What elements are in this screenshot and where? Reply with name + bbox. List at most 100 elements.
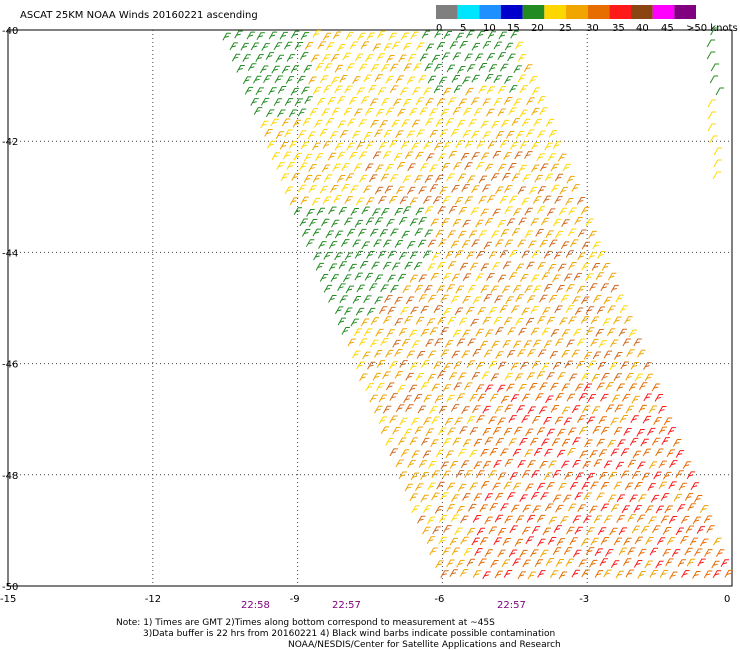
wind-barb <box>423 505 432 514</box>
legend-label: 10 <box>483 23 496 34</box>
wind-barb <box>463 548 472 556</box>
wind-barb <box>265 52 275 60</box>
wind-barb <box>682 461 692 470</box>
lon-label: -12 <box>145 594 161 605</box>
wind-barb <box>301 228 311 237</box>
wind-barb <box>589 559 598 568</box>
wind-barb <box>546 482 555 490</box>
wind-barb <box>418 186 427 195</box>
wind-barb <box>461 184 470 192</box>
wind-barb <box>406 241 416 249</box>
wind-barb <box>592 241 601 250</box>
wind-barb <box>359 174 368 183</box>
wind-barb <box>476 30 486 39</box>
wind-barb <box>598 449 608 458</box>
wind-barb <box>518 327 527 336</box>
wind-barb <box>633 505 642 513</box>
wind-barb <box>633 560 643 568</box>
wind-barb <box>400 449 410 457</box>
wind-barb <box>547 537 557 545</box>
wind-barb <box>312 142 321 151</box>
wind-barb <box>497 220 506 228</box>
lon-label: 0 <box>724 594 730 605</box>
wind-barb <box>398 328 408 337</box>
wind-barb <box>499 63 509 72</box>
wind-barb <box>651 383 661 392</box>
wind-barb <box>471 239 480 248</box>
wind-barb <box>541 327 551 336</box>
wind-barb <box>352 296 362 304</box>
wind-barb <box>500 119 510 128</box>
wind-barb <box>431 416 440 425</box>
wind-barb <box>341 239 350 247</box>
wind-barb <box>432 196 442 205</box>
wind-barb <box>397 108 406 117</box>
wind-barb <box>427 482 436 491</box>
wind-barb <box>297 108 307 117</box>
wind-barb <box>338 207 347 215</box>
wind-barb <box>493 98 503 106</box>
wind-barb <box>407 163 416 172</box>
wind-barb <box>543 250 553 259</box>
wind-barb <box>664 505 673 514</box>
wind-barb <box>312 174 322 183</box>
wind-barb <box>521 526 531 535</box>
wind-barb <box>706 39 716 48</box>
wind-barb <box>581 482 590 490</box>
wind-barb <box>427 460 437 469</box>
wind-barb <box>256 32 265 41</box>
wind-barb <box>323 63 333 72</box>
map-title: ASCAT 25KM NOAA Winds 20160221 ascending <box>20 10 258 21</box>
wind-barb <box>276 162 285 170</box>
wind-barb <box>538 406 548 415</box>
wind-barb <box>536 153 545 162</box>
wind-barb <box>475 273 484 282</box>
wind-barb <box>431 492 440 501</box>
wind-barb <box>552 141 562 150</box>
wind-barb <box>686 558 696 567</box>
wind-barb <box>561 329 571 337</box>
wind-barb <box>709 75 719 84</box>
wind-barb <box>288 140 298 149</box>
wind-barb <box>537 262 546 270</box>
wind-barb <box>444 340 454 348</box>
wind-barb <box>399 196 408 205</box>
map-frame <box>7 29 733 587</box>
wind-barb <box>531 164 540 173</box>
wind-barb <box>462 439 472 448</box>
wind-barb <box>554 230 564 239</box>
wind-barb <box>613 316 622 325</box>
wind-barb <box>586 527 595 535</box>
wind-barb <box>316 207 325 216</box>
wind-barb <box>704 549 713 557</box>
wind-barb <box>240 42 249 51</box>
wind-barb <box>409 251 419 260</box>
wind-barb <box>297 75 306 84</box>
wind-barb <box>397 384 406 393</box>
wind-barb <box>586 472 595 481</box>
wind-barb <box>405 296 415 305</box>
wind-barb <box>504 239 513 248</box>
wind-barb <box>564 471 573 480</box>
wind-barb <box>415 97 425 106</box>
lat-label: -46 <box>2 360 18 371</box>
wind-barb <box>585 218 594 227</box>
wind-barb <box>700 538 709 547</box>
wind-barb <box>374 129 383 138</box>
wind-barb <box>472 515 482 523</box>
wind-barb <box>375 164 384 173</box>
wind-barb <box>522 559 531 568</box>
wind-barb <box>231 53 241 62</box>
wind-barb <box>484 493 493 501</box>
wind-barb <box>382 316 392 324</box>
wind-barb <box>275 54 285 63</box>
wind-barb <box>603 350 613 359</box>
wind-barb <box>458 206 467 215</box>
legend-swatch <box>631 5 653 19</box>
wind-barb <box>515 131 525 139</box>
wind-barb <box>487 31 496 40</box>
wind-barb <box>648 516 657 525</box>
wind-barb <box>645 536 654 545</box>
wind-barb <box>376 30 386 39</box>
wind-barb <box>407 460 416 468</box>
